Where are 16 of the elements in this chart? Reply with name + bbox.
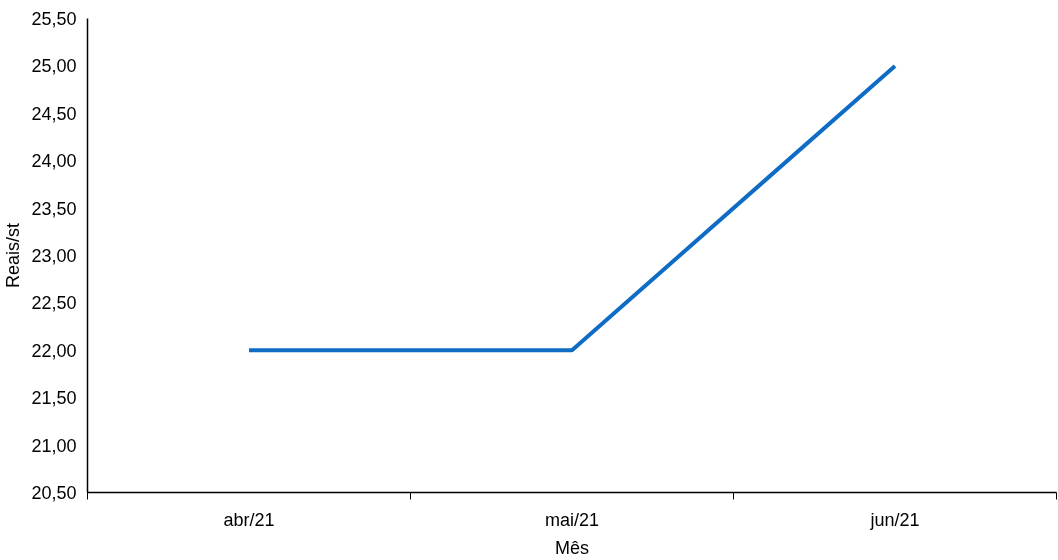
y-tick-label: 20,50 xyxy=(31,483,77,503)
y-tick-label: 25,50 xyxy=(31,9,77,29)
y-tick-label: 24,00 xyxy=(31,151,77,172)
y-tick-label: 22,50 xyxy=(31,293,77,314)
x-tick-label: abr/21 xyxy=(223,509,275,530)
y-tick-label: 25,00 xyxy=(31,56,77,77)
y-tick-label: 21,50 xyxy=(31,388,77,409)
x-tick-label: jun/21 xyxy=(869,509,920,530)
y-axis-title: Reais/st xyxy=(3,222,24,289)
y-tick-label: 21,00 xyxy=(31,435,77,456)
y-tick-label: 24,50 xyxy=(31,103,77,124)
x-axis-title: Mês xyxy=(555,537,590,558)
y-tick-label: 23,50 xyxy=(31,198,77,219)
x-tick-label: mai/21 xyxy=(544,509,600,530)
y-tick-label: 23,00 xyxy=(31,246,77,266)
y-tick-label: 22,00 xyxy=(31,340,77,361)
